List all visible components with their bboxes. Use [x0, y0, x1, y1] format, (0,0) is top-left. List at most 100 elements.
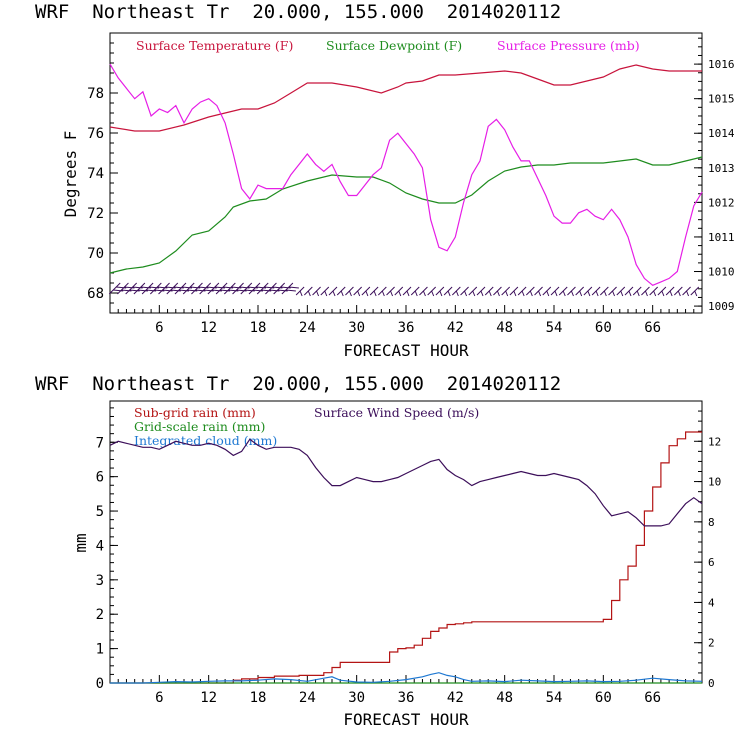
x-tick-label: 18	[250, 690, 267, 706]
wind-barb	[166, 282, 184, 295]
sub-grid-rain-line	[110, 431, 702, 684]
rain-wind-chart: WRF Northeast Tr 20.000, 155.000 2014020…	[35, 373, 721, 729]
y2-tick-label: 10	[708, 476, 721, 489]
wind-barb	[281, 282, 299, 295]
x-tick-label: 30	[348, 690, 365, 706]
y-tick-label: 7	[96, 435, 104, 451]
x-tick-label: 6	[155, 320, 163, 336]
wind-barb	[608, 286, 617, 297]
x-tick-label: 18	[250, 320, 267, 336]
legend-surface-wind-speed: Surface Wind Speed (m/s)	[314, 405, 479, 420]
wind-barb	[591, 286, 601, 297]
wind-barb	[240, 282, 258, 295]
surface-wind-speed-line	[109, 438, 703, 527]
y-tick-label: 72	[87, 206, 104, 222]
x-tick-label: 66	[644, 320, 661, 336]
x-tick-label: 48	[496, 690, 513, 706]
wind-barb	[117, 282, 135, 295]
surface-temperature-line	[109, 64, 702, 132]
x-tick-label: 36	[398, 320, 415, 336]
wind-barbs	[108, 282, 700, 297]
y-tick-label: 70	[87, 246, 104, 262]
wind-barb	[649, 286, 659, 297]
wind-barb	[149, 282, 168, 295]
wind-barb	[215, 282, 234, 295]
wind-barb	[525, 286, 535, 297]
wind-barb	[108, 282, 127, 295]
wind-barb	[460, 286, 469, 297]
y2-tick-label: 12	[708, 435, 721, 448]
wind-barb	[657, 286, 667, 297]
y-tick-label: 68	[87, 286, 104, 302]
legend-surface-temperature: Surface Temperature (F)	[136, 38, 293, 53]
wind-barb	[427, 286, 437, 297]
wind-barb	[550, 286, 560, 297]
y-tick-label: 1	[96, 642, 104, 658]
temperature-pressure-chart: WRF Northeast Tr 20.000, 155.000 2014020…	[35, 1, 735, 360]
y2-tick-label: 1012	[708, 196, 735, 209]
y-tick-label: 74	[87, 166, 104, 182]
wind-barb	[435, 286, 445, 297]
wind-barb	[345, 286, 354, 297]
y2-tick-label: 6	[708, 556, 715, 569]
wind-barb	[517, 286, 527, 297]
legend-gridscale-rain: Grid-scale rain (mm)	[134, 419, 265, 434]
y2-tick-label: 1010	[708, 266, 735, 279]
wind-barb	[583, 286, 593, 297]
bottom-series-group	[109, 431, 703, 684]
wind-barb	[690, 286, 700, 297]
y2-tick-label: 0	[708, 677, 715, 690]
wind-barb	[353, 286, 363, 297]
x-tick-label: 66	[644, 690, 661, 706]
y-tick-label: 6	[96, 470, 104, 486]
y-tick-label: 4	[96, 538, 104, 554]
top-x-axis-label: FORECAST HOUR	[343, 341, 469, 360]
y2-tick-label: 1011	[708, 231, 735, 244]
bottom-left-y-axis: 0 1 2 3 4 5 6 7	[96, 407, 118, 692]
y2-tick-label: 8	[708, 516, 715, 529]
wind-barb	[484, 286, 494, 297]
wind-barb	[328, 286, 338, 297]
top-series-group	[108, 63, 703, 297]
x-tick-label: 36	[398, 690, 415, 706]
wind-barb	[303, 286, 313, 297]
wind-barb	[468, 286, 478, 297]
wind-barb	[369, 286, 379, 297]
integrated-cloud-line	[110, 672, 703, 684]
legend-surface-pressure: Surface Pressure (mb)	[497, 38, 640, 53]
wind-barb	[624, 286, 634, 297]
x-tick-label: 12	[200, 690, 217, 706]
y2-tick-label: 2	[708, 637, 715, 650]
wind-barb	[125, 282, 143, 295]
y-tick-label: 3	[96, 573, 104, 589]
x-tick-label: 42	[447, 690, 464, 706]
y2-tick-label: 1014	[708, 127, 735, 140]
legend-surface-dewpoint: Surface Dewpoint (F)	[326, 38, 462, 53]
y2-tick-label: 1016	[708, 58, 735, 71]
wind-barb	[265, 282, 283, 295]
surface-dewpoint-line	[109, 156, 703, 274]
y2-tick-label: 1009	[708, 300, 735, 313]
wind-barb	[141, 282, 160, 295]
legend-integrated-cloud: Integrated cloud (mm)	[134, 433, 277, 448]
bottom-right-y-axis: 0 2 4 6 8 10 12	[694, 400, 721, 690]
wind-barb	[476, 286, 486, 297]
x-tick-label: 60	[595, 690, 612, 706]
wind-barb	[312, 286, 321, 297]
y2-tick-label: 4	[708, 596, 715, 609]
wind-barb	[386, 286, 395, 297]
top-x-axis: 6 12 18 24 30 36 42 48 54 60 66	[117, 305, 695, 336]
wind-barb	[295, 286, 305, 297]
wind-barb	[232, 282, 250, 295]
wind-barb	[158, 282, 176, 295]
x-tick-label: 24	[299, 320, 316, 336]
wind-barb	[567, 286, 576, 297]
wind-barb	[248, 282, 267, 295]
wind-barb	[191, 282, 209, 295]
x-tick-label: 6	[155, 690, 163, 706]
wind-barb	[616, 286, 626, 297]
y-tick-label: 0	[96, 676, 104, 692]
wind-barb	[665, 286, 675, 297]
x-tick-label: 48	[496, 320, 513, 336]
